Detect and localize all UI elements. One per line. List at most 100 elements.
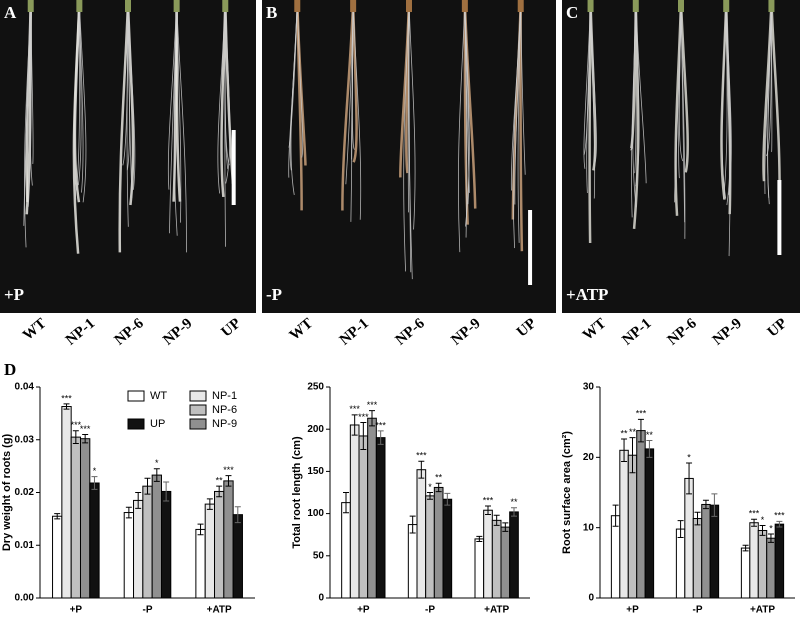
bar — [70, 436, 81, 599]
error-bar — [369, 410, 375, 427]
bar — [204, 503, 216, 599]
significance-label: * — [428, 482, 432, 492]
error-bar — [444, 492, 451, 506]
stem — [222, 0, 229, 12]
legend-swatch — [127, 418, 145, 430]
legend-swatch — [127, 390, 145, 402]
treatment-label: +P — [4, 285, 24, 304]
y-tick-label: 200 — [307, 424, 324, 435]
significance-label: * — [687, 452, 691, 462]
error-bar — [377, 430, 384, 445]
root — [583, 1, 591, 169]
error-bar — [351, 414, 358, 436]
y-tick-label: 0.04 — [15, 382, 35, 393]
root — [172, 1, 178, 202]
bar — [749, 522, 759, 599]
error-bar — [751, 518, 758, 527]
stem — [678, 0, 684, 12]
root — [224, 1, 231, 184]
stem — [173, 0, 180, 12]
y-tick-label: 0.01 — [15, 540, 35, 551]
x-tick-label: -P — [425, 605, 435, 616]
bar — [474, 538, 485, 599]
root — [464, 1, 470, 227]
error-bar — [409, 515, 416, 534]
bar — [433, 486, 444, 599]
bar — [195, 528, 206, 599]
significance-label: * — [761, 515, 765, 525]
legend-label: NP-9 — [212, 418, 237, 430]
error-bar — [225, 475, 232, 487]
error-bar — [418, 460, 425, 479]
stem — [461, 0, 468, 12]
error-bar — [82, 433, 89, 444]
y-tick-label: 0 — [588, 593, 594, 604]
root — [217, 1, 226, 194]
error-bar — [144, 477, 151, 495]
stem — [768, 0, 775, 12]
significance-label: *** — [367, 400, 378, 410]
bar — [675, 528, 686, 599]
root — [176, 1, 187, 253]
y-tick-label: 0.02 — [15, 487, 35, 498]
error-bar — [612, 504, 619, 527]
y-axis-label: Dry weight of roots (g) — [1, 434, 13, 552]
y-tick-label: 0.03 — [15, 434, 35, 445]
stem — [125, 0, 131, 12]
y-tick-label: 10 — [583, 522, 595, 533]
bar — [89, 482, 100, 599]
significance-label: *** — [223, 465, 234, 475]
error-bar — [476, 535, 483, 542]
genotype-label: NP-1 — [337, 315, 372, 348]
bar — [491, 519, 502, 599]
panel-label: C — [566, 3, 578, 22]
root — [126, 1, 129, 227]
legend-swatch — [189, 404, 207, 416]
bar — [123, 512, 135, 599]
significance-label: *** — [636, 409, 647, 419]
root — [510, 1, 522, 191]
y-tick-label: 150 — [307, 466, 324, 477]
bar — [766, 537, 776, 599]
x-tick-label: -P — [143, 605, 153, 616]
significance-label: ** — [629, 427, 637, 437]
genotype-label: NP-9 — [160, 315, 195, 348]
root — [408, 1, 413, 280]
significance-label: ** — [646, 430, 654, 440]
significance-label: *** — [416, 451, 427, 461]
significance-label: *** — [358, 412, 369, 422]
bar — [644, 448, 655, 599]
y-tick-label: 250 — [307, 382, 324, 393]
error-bar — [677, 520, 684, 539]
error-bar — [54, 513, 61, 520]
significance-label: * — [93, 466, 97, 476]
bar — [425, 495, 435, 599]
root — [635, 1, 647, 184]
legend-label: NP-1 — [212, 390, 237, 402]
legend-swatch — [189, 390, 207, 402]
stem — [27, 0, 34, 12]
panel-label: B — [266, 3, 277, 22]
root — [220, 1, 227, 198]
root — [635, 1, 640, 187]
error-bar — [234, 506, 241, 524]
stem — [76, 0, 83, 12]
error-bar — [125, 506, 132, 519]
bar — [709, 504, 720, 599]
significance-label: ** — [216, 476, 224, 486]
significance-label: * — [769, 523, 773, 533]
error-bar — [621, 438, 628, 463]
root — [634, 1, 637, 174]
error-bar — [343, 492, 349, 514]
bar — [692, 518, 703, 599]
significance-label: ** — [510, 497, 518, 507]
panel-label: A — [4, 3, 17, 22]
error-bar — [216, 485, 223, 498]
genotype-label: NP-6 — [112, 315, 148, 348]
significance-label: *** — [774, 511, 785, 521]
significance-label: *** — [749, 509, 760, 519]
error-bar — [742, 544, 749, 552]
bar — [509, 511, 519, 599]
bar — [740, 547, 751, 599]
